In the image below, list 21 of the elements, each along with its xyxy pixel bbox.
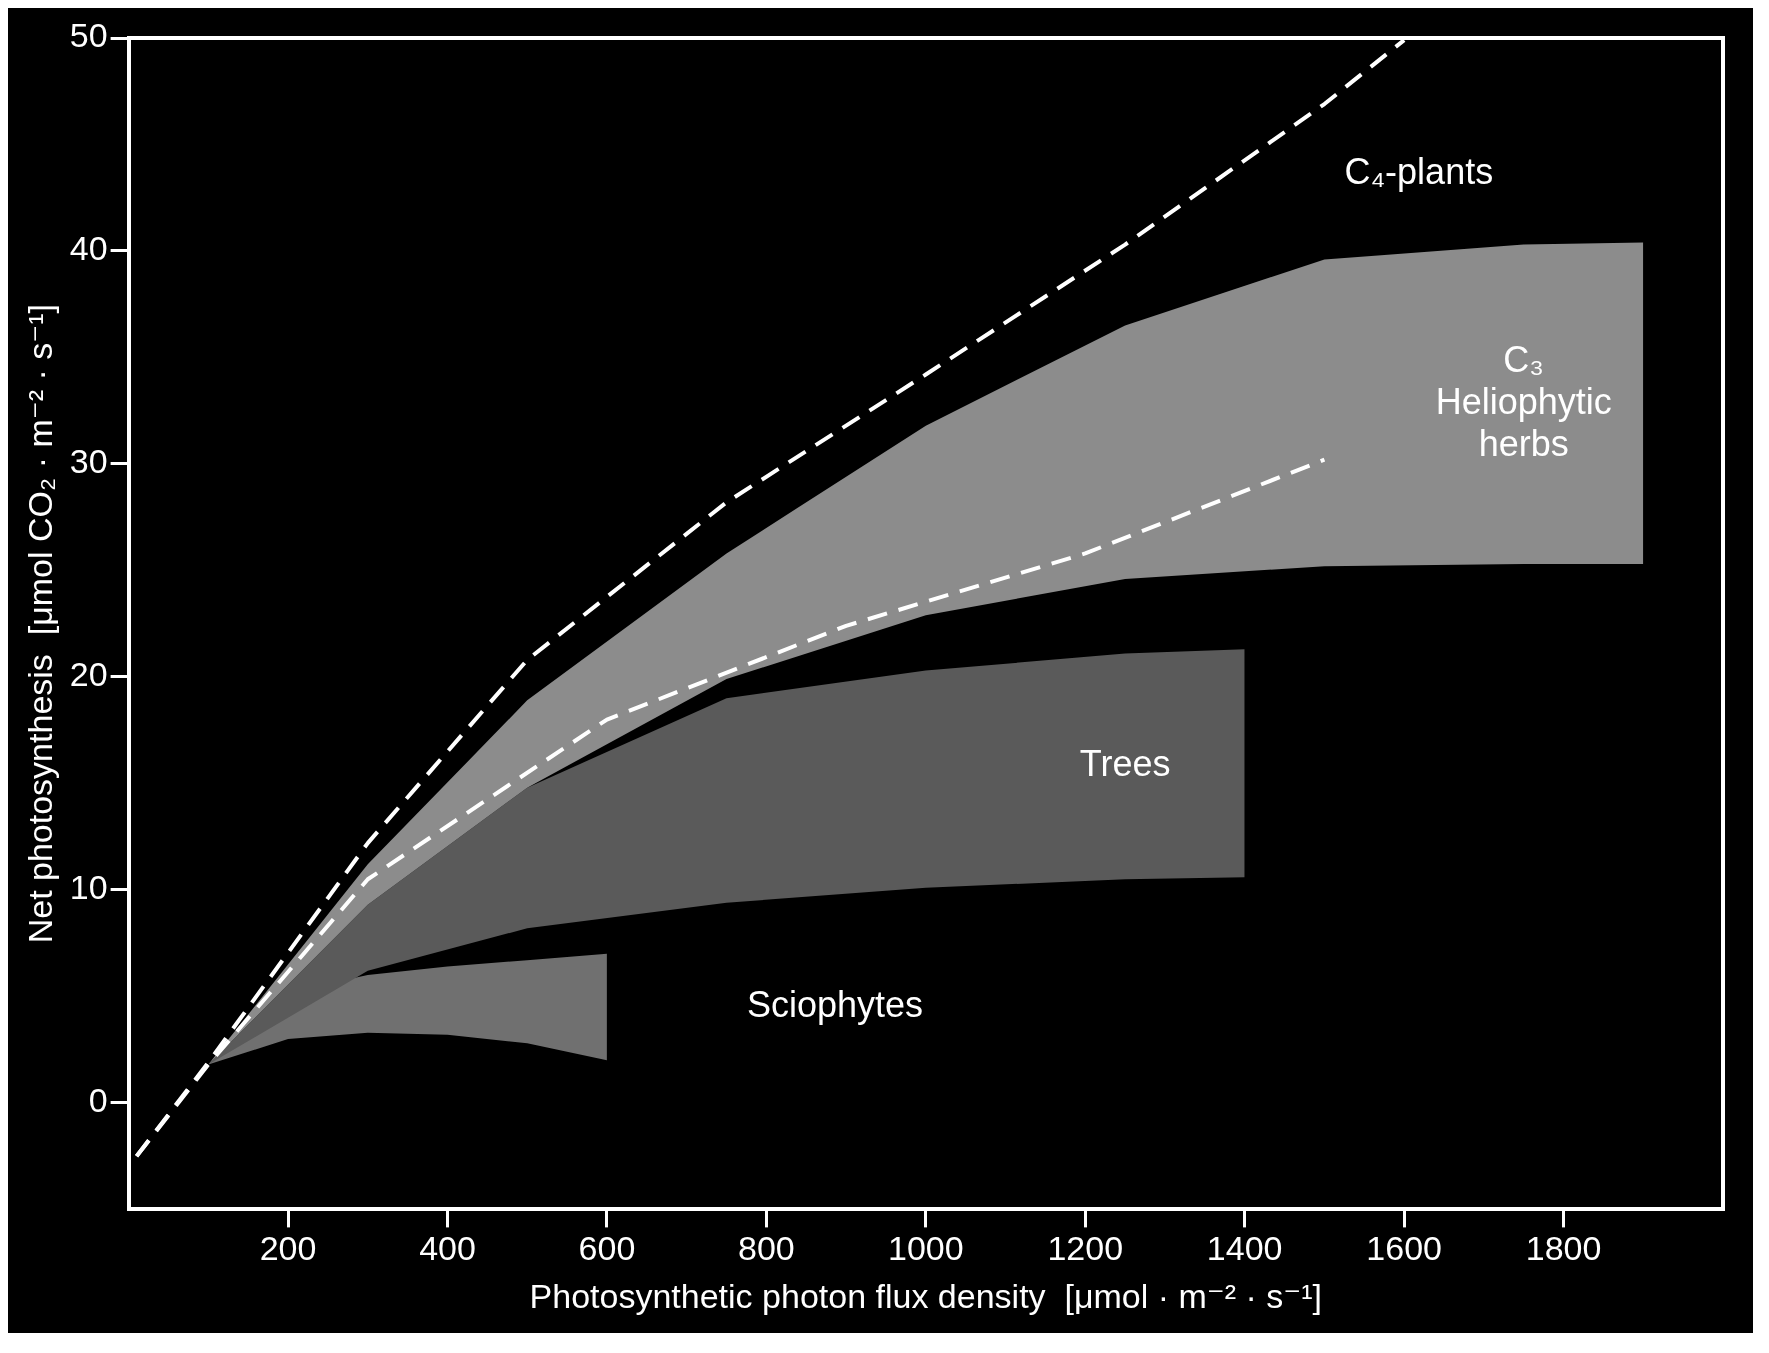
- series-label: C₄-plants: [1344, 150, 1494, 192]
- x-tick-label: 1000: [887, 1229, 964, 1268]
- x-tick-label: 600: [578, 1229, 636, 1268]
- x-axis-title: Photosynthetic photon flux density [μmol · m⁻² · s⁻¹]: [529, 1276, 1323, 1315]
- x-tick-label: 800: [738, 1229, 795, 1268]
- text: Trees: [1079, 743, 1171, 785]
- x-tick-label: 1800: [1525, 1229, 1602, 1268]
- text: Sciophytes: [746, 983, 924, 1025]
- y-axis-title: Net photosynthesis [μmol CO₂ · m⁻² · s⁻¹]: [20, 304, 59, 944]
- x-tick-label: 1600: [1366, 1229, 1442, 1268]
- x-tick-label: 200: [259, 1229, 317, 1268]
- text: C₃ Heliophytic herbs: [1435, 339, 1612, 465]
- x-tick-label: 1400: [1206, 1229, 1283, 1268]
- y-tick-label: 20: [69, 655, 108, 694]
- y-tick-label: 30: [69, 442, 108, 481]
- x-tick-label: 1200: [1047, 1229, 1124, 1268]
- y-tick-label: 40: [69, 229, 108, 268]
- y-tick-label: 50: [69, 16, 108, 55]
- x-tick-label: 400: [419, 1229, 476, 1268]
- y-tick-label: 10: [69, 868, 108, 907]
- y-tick-label: 0: [88, 1081, 108, 1120]
